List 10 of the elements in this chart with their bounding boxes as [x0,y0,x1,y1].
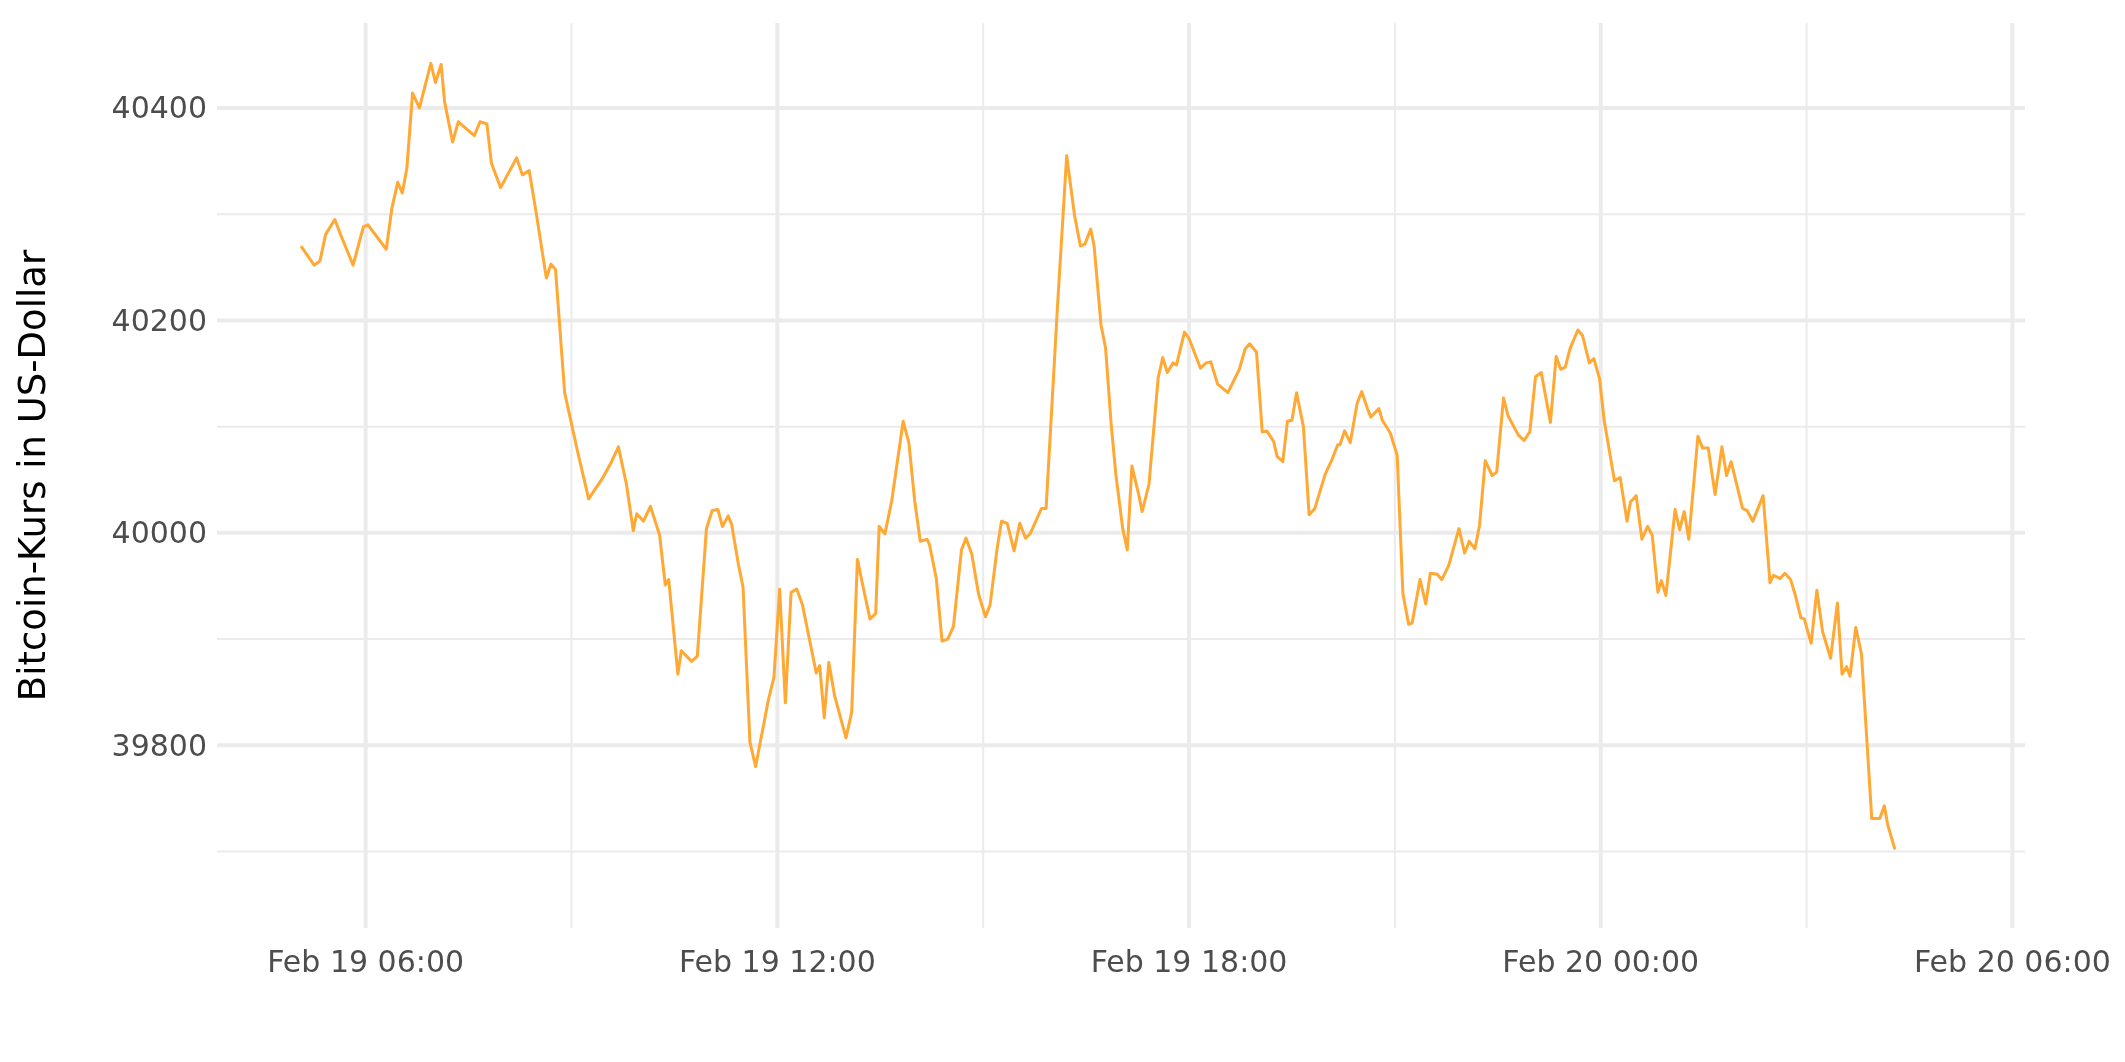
y-tick-label: 39800 [111,727,207,763]
x-tick-label: Feb 19 06:00 [267,944,465,979]
y-axis-title: Bitcoin-Kurs in US-Dollar [11,249,54,702]
x-tick-label: Feb 20 00:00 [1502,944,1700,979]
x-tick-label: Feb 19 12:00 [678,944,876,979]
y-tick-label: 40200 [111,302,207,338]
y-tick-label: 40400 [111,90,207,126]
x-tick-label: Feb 20 06:00 [1914,944,2111,979]
y-tick-label: 40000 [111,515,207,551]
x-tick-label: Feb 19 18:00 [1090,944,1288,979]
